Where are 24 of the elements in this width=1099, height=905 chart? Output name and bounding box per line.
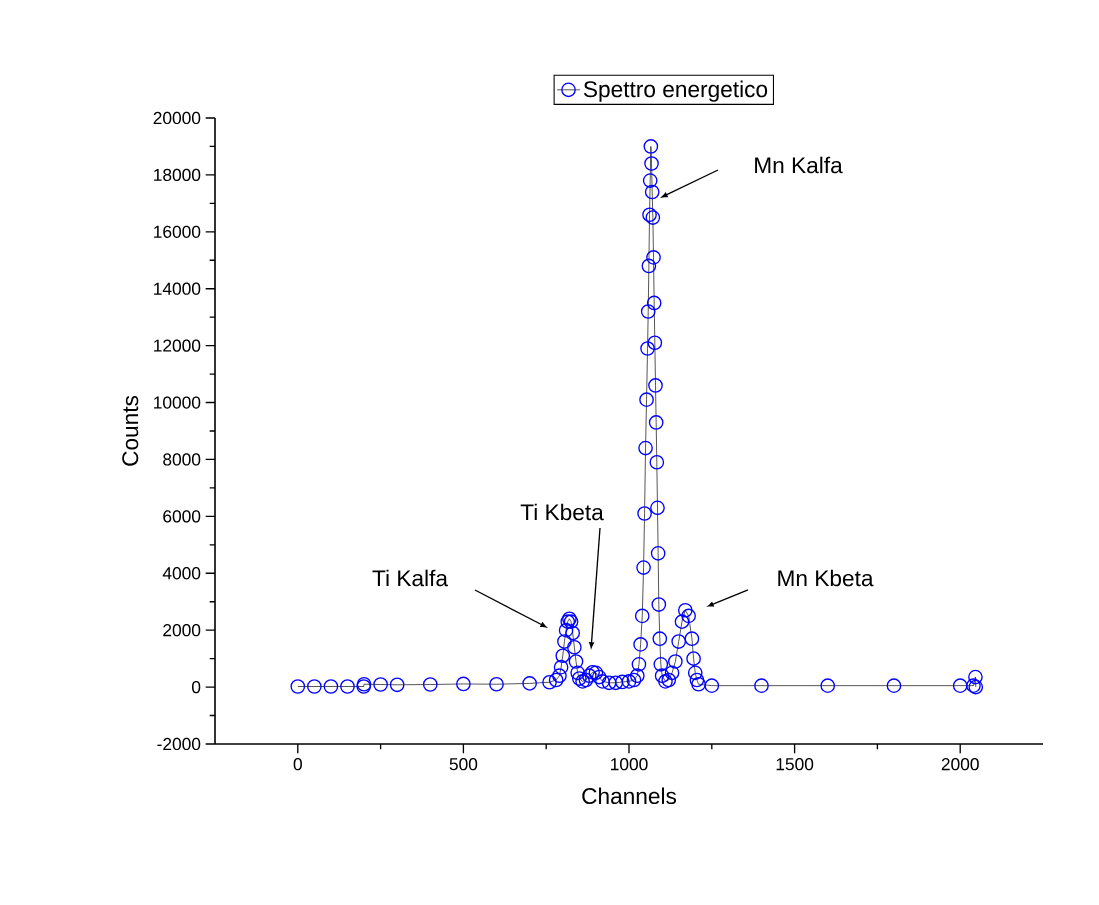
y-tick-label: 6000 [163, 510, 201, 523]
annotation: Mn Kalfa [755, 156, 843, 174]
y-tick-label: 14000 [154, 282, 201, 295]
x-tick-label: 1000 [611, 758, 648, 771]
y-tick-label: 10000 [154, 396, 201, 409]
y-tick-label: 18000 [154, 168, 201, 182]
y-tick-label: -2000 [157, 737, 201, 751]
y-tick-label: 4000 [162, 567, 201, 580]
x-axis-title: Channels [582, 787, 677, 805]
annotation: Ti Kbeta [520, 503, 604, 521]
x-tick-label: 0 [293, 758, 302, 771]
legend-label: Spettro energetico [583, 80, 768, 102]
y-axis-title: Counts [122, 395, 139, 466]
y-tick-label: 20000 [153, 111, 201, 125]
y-tick-label: 2000 [163, 624, 201, 637]
y-tick-label: 16000 [154, 225, 201, 238]
annotation: Mn Kbeta [778, 569, 874, 587]
y-tick-label: 0 [191, 680, 201, 694]
y-tick-label: 12000 [154, 339, 201, 352]
annotation: Ti Kalfa [372, 569, 448, 587]
x-tick-label: 2000 [941, 758, 979, 771]
x-tick-label: 1500 [776, 758, 814, 771]
x-tick-label: 500 [449, 758, 478, 771]
y-tick-label: 8000 [163, 453, 201, 466]
